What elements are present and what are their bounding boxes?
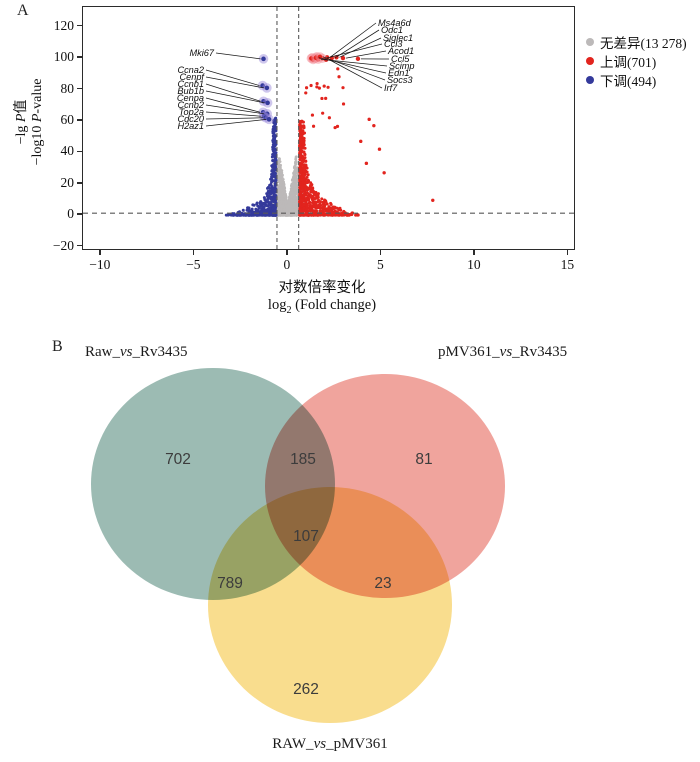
x-tick-label: 5 bbox=[376, 257, 384, 272]
x-axis-label-en: log2 (Fold change) bbox=[267, 297, 377, 316]
gene-label-siglec1: Siglec1 bbox=[383, 33, 413, 43]
gene-label-edn1: Edn1 bbox=[388, 68, 409, 78]
legend-label: 下调(494) bbox=[600, 73, 657, 89]
x-tick-mark bbox=[99, 250, 101, 255]
y-tick-label: 20 bbox=[60, 174, 75, 190]
y-tick-mark bbox=[77, 119, 82, 121]
legend-dot-icon bbox=[586, 75, 594, 84]
venn-count-b-only: 81 bbox=[415, 451, 433, 468]
gene-leader-line bbox=[322, 56, 386, 81]
gene-label-ms4a6d: Ms4a6d bbox=[378, 18, 412, 28]
x-tick-mark bbox=[379, 250, 382, 255]
venn-count-abc: 107 bbox=[293, 528, 319, 545]
gene-leader-line bbox=[205, 69, 260, 86]
x-tick-mark bbox=[566, 250, 569, 255]
legend-dot-icon bbox=[586, 56, 594, 65]
x-tick-label: 15 bbox=[560, 257, 575, 272]
gene-leader-line bbox=[329, 22, 377, 58]
gene-leader-line bbox=[205, 117, 263, 120]
panel-b-venn-diagram: B Raw_vs_Rv3435 pMV361_vs_Rv3435 RAW_vs_… bbox=[0, 330, 700, 762]
y-tick-label: 120 bbox=[53, 17, 74, 33]
panel-b-letter: B bbox=[52, 338, 63, 355]
y-tick-label: 0 bbox=[67, 206, 74, 222]
legend-item-2: 下调(494) bbox=[586, 70, 687, 89]
y-tick-mark bbox=[77, 87, 82, 90]
legend: 无差异(13 278) 上调(701) 下调(494) bbox=[586, 32, 687, 89]
venn-count-ac: 789 bbox=[217, 575, 243, 592]
x-tick-label: 0 bbox=[283, 257, 291, 272]
y-tick-label: 100 bbox=[53, 49, 74, 65]
gene-label-cenpf: Cenpf bbox=[179, 72, 205, 82]
legend-label: 无差异(13 278) bbox=[600, 35, 687, 51]
x-tick-mark bbox=[473, 250, 475, 255]
x-tick-mark bbox=[192, 250, 195, 255]
gene-leader-line bbox=[205, 76, 264, 89]
venn-count-a-only: 702 bbox=[165, 451, 191, 468]
venn-set-label-pmv361-vs-rv3435: pMV361_vs_Rv3435 bbox=[438, 344, 568, 360]
x-tick-label: −10 bbox=[89, 257, 111, 272]
gene-label-top2a: Top2a bbox=[179, 107, 204, 117]
gene-leader-line bbox=[205, 118, 267, 127]
volcano-plot-area: Mki67 Ccna2 Cenpf Ccnb1 Bub1b Cenpa Ccnb2 Top2a… bbox=[82, 6, 575, 250]
legend-dot-icon bbox=[586, 37, 594, 46]
gene-label-ccnb1: Ccnb1 bbox=[177, 79, 204, 89]
venn-circles: 702 185 81 107 789 23 262 bbox=[0, 330, 700, 762]
gene-leader-line bbox=[205, 83, 261, 102]
gene-leader-line bbox=[318, 57, 387, 74]
gene-leader-line bbox=[205, 104, 265, 115]
y-tick-label: 60 bbox=[60, 111, 75, 127]
gene-label-odc1: Odc1 bbox=[381, 25, 403, 35]
gene-label-socs3: Socs3 bbox=[387, 75, 413, 85]
gene-label-scimp: Scimp bbox=[389, 61, 415, 71]
gene-label-ccl5: Ccl5 bbox=[391, 54, 410, 64]
gene-label-ccna2: Ccna2 bbox=[177, 65, 204, 75]
y-tick-mark bbox=[77, 213, 82, 215]
y-tick-mark bbox=[77, 182, 82, 184]
gene-leader-line bbox=[215, 52, 261, 60]
gene-label-mki67: Mki67 bbox=[189, 48, 214, 58]
y-tick-label: −20 bbox=[52, 237, 74, 253]
y-tick-label: 40 bbox=[60, 143, 75, 159]
x-tick-mark bbox=[286, 250, 288, 255]
y-tick-mark bbox=[77, 244, 82, 247]
gene-label-h2az1: H2az1 bbox=[177, 121, 204, 131]
gene-leader-line bbox=[205, 111, 261, 117]
volcano-annotation-layer: Mki67 Ccna2CenpfCcnb1Bub1bCenpaCcnb2Top2a… bbox=[83, 7, 574, 249]
venn-circle-raw-vs-pmv361 bbox=[208, 487, 452, 723]
panel-a-letter: A bbox=[17, 2, 29, 19]
venn-set-label-raw-vs-pmv361: RAW_vs_pMV361 bbox=[272, 736, 388, 752]
gene-leader-line bbox=[205, 90, 265, 104]
y-tick-label: 80 bbox=[60, 80, 75, 96]
gene-label-cdc20: Cdc20 bbox=[177, 114, 204, 124]
gene-leader-line bbox=[325, 43, 383, 59]
gene-label-ccnb2: Ccnb2 bbox=[177, 100, 204, 110]
gene-label-bub1b: Bub1b bbox=[177, 86, 204, 96]
panel-a-volcano-plot: A −lg P值 −log10 P-value Mki67 Ccna2 Cenpf C… bbox=[0, 0, 700, 330]
gene-leader-line bbox=[328, 59, 383, 89]
gene-leader-line bbox=[345, 50, 387, 59]
y-axis-label-zh: −lg P值 bbox=[14, 99, 29, 145]
venn-count-c-only: 262 bbox=[293, 681, 319, 698]
legend-item-0: 无差异(13 278) bbox=[586, 32, 687, 51]
venn-count-ab: 185 bbox=[290, 451, 316, 468]
gene-label-cenpa: Cenpa bbox=[177, 93, 204, 103]
y-tick-mark bbox=[77, 24, 82, 27]
venn-set-label-raw-vs-rv3435: Raw_vs_Rv3435 bbox=[85, 344, 188, 360]
volcano-point-cloud bbox=[83, 7, 574, 249]
y-tick-mark bbox=[77, 56, 82, 58]
x-tick-label: 10 bbox=[467, 257, 481, 272]
x-axis-label-zh: 对数倍率变化 bbox=[278, 280, 366, 296]
gene-leader-line bbox=[205, 97, 261, 113]
y-tick-mark bbox=[77, 150, 82, 153]
legend-label: 上调(701) bbox=[600, 54, 657, 70]
gene-label-ccl3: Ccl3 bbox=[384, 39, 403, 49]
venn-count-bc: 23 bbox=[374, 575, 392, 592]
gene-label-acod1: Acod1 bbox=[387, 46, 414, 56]
gene-leader-line bbox=[334, 29, 380, 59]
legend-item-1: 上调(701) bbox=[586, 51, 687, 70]
gene-label-irf7: Irf7 bbox=[384, 83, 398, 93]
gene-leader-line bbox=[339, 37, 382, 58]
x-tick-label: −5 bbox=[186, 257, 201, 272]
